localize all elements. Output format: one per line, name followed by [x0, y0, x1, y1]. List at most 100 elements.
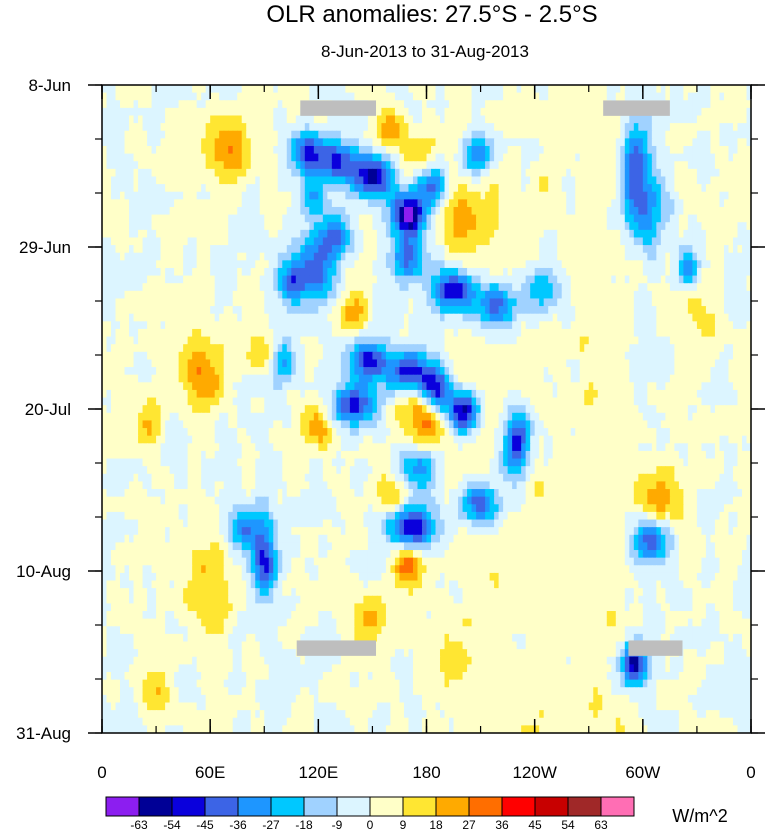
heatmap-cell [138, 100, 144, 109]
heatmap-cell [719, 206, 725, 216]
heatmap-cell [178, 130, 184, 139]
heatmap-cell [322, 184, 328, 193]
heatmap-cell [471, 130, 477, 139]
heatmap-cell [390, 191, 396, 200]
heatmap-cell [205, 267, 211, 277]
heatmap-cell [412, 184, 419, 193]
heatmap-cell [512, 336, 518, 345]
heatmap-cell [669, 245, 675, 254]
heatmap-cell [183, 100, 189, 109]
heatmap-cell [728, 92, 734, 101]
heatmap-cell [219, 153, 225, 162]
heatmap-cell [412, 107, 419, 117]
heatmap-cell [593, 260, 599, 269]
heatmap-cell [210, 100, 216, 109]
heatmap-cell [376, 252, 383, 261]
heatmap-cell [692, 100, 698, 109]
heatmap-cell [124, 115, 130, 124]
heatmap-cell [525, 138, 531, 147]
heatmap-cell [629, 123, 635, 132]
heatmap-cell [656, 123, 662, 132]
heatmap-cell [462, 161, 468, 170]
heatmap-cell [295, 306, 301, 315]
heatmap-cell [304, 267, 310, 277]
heatmap-cell [575, 222, 581, 231]
heatmap-cell [169, 237, 175, 246]
heatmap-cell [381, 214, 387, 223]
heatmap-cell [494, 275, 500, 284]
heatmap-cell [264, 206, 270, 216]
heatmap-cell [309, 115, 315, 124]
heatmap-cell [223, 344, 229, 353]
heatmap-cell [169, 191, 175, 200]
heatmap-cell [304, 168, 310, 178]
heatmap-cell [678, 328, 684, 338]
heatmap-cell [674, 145, 680, 155]
heatmap-cell [106, 306, 112, 315]
heatmap-cell [669, 199, 675, 208]
heatmap-cell [165, 222, 171, 231]
heatmap-cell [210, 252, 216, 261]
heatmap-cell [507, 260, 513, 269]
heatmap-cell [160, 252, 166, 261]
heatmap-cell [282, 344, 288, 353]
heatmap-cell [624, 290, 630, 300]
heatmap-cell [349, 92, 355, 101]
heatmap-cell [156, 153, 162, 162]
heatmap-cell [579, 321, 585, 330]
heatmap-cell [358, 138, 365, 147]
heatmap-cell [412, 298, 419, 307]
heatmap-cell [476, 161, 482, 170]
heatmap-cell [512, 260, 518, 269]
heatmap-cell [331, 321, 337, 330]
heatmap-cell [426, 298, 432, 307]
heatmap-cell [192, 100, 198, 109]
heatmap-cell [115, 123, 121, 132]
heatmap-cell [115, 115, 121, 124]
heatmap-cell [638, 267, 644, 277]
heatmap-cell [286, 123, 292, 132]
heatmap-cell [142, 130, 148, 139]
heatmap-cell [620, 92, 626, 101]
heatmap-cell [327, 321, 333, 330]
heatmap-cell [615, 229, 621, 239]
heatmap-cell [385, 313, 392, 322]
heatmap-cell [214, 313, 220, 322]
heatmap-cell [530, 168, 536, 178]
heatmap-cell [521, 275, 527, 284]
heatmap-cell [525, 222, 531, 231]
heatmap-cell [534, 275, 540, 284]
heatmap-cell [255, 168, 261, 178]
heatmap-cell [124, 229, 130, 239]
heatmap-cell [129, 199, 135, 208]
heatmap-cell [705, 313, 712, 322]
heatmap-cell [408, 283, 414, 292]
heatmap-cell [507, 267, 513, 277]
heatmap-cell [462, 199, 468, 208]
heatmap-cell [651, 130, 657, 139]
heatmap-cell [219, 92, 225, 101]
heatmap-cell [584, 184, 590, 193]
heatmap-cell [534, 283, 540, 292]
heatmap-cell [309, 168, 315, 178]
heatmap-cell [322, 336, 328, 345]
heatmap-cell [566, 306, 572, 315]
heatmap-cell [498, 107, 504, 117]
heatmap-cell [701, 214, 707, 223]
heatmap-cell [548, 85, 554, 94]
heatmap-cell [579, 100, 585, 109]
heatmap-cell [516, 161, 522, 170]
heatmap-cell [408, 328, 414, 338]
heatmap-cell [327, 336, 333, 345]
heatmap-cell [611, 275, 617, 284]
heatmap-cell [192, 298, 198, 307]
heatmap-cell [345, 161, 351, 170]
heatmap-cell [737, 138, 743, 147]
heatmap-cell [241, 123, 247, 132]
heatmap-cell [237, 168, 243, 178]
heatmap-cell [250, 283, 256, 292]
heatmap-cell [566, 184, 572, 193]
heatmap-cell [273, 138, 279, 147]
heatmap-cell [480, 260, 486, 269]
heatmap-cell [606, 138, 612, 147]
